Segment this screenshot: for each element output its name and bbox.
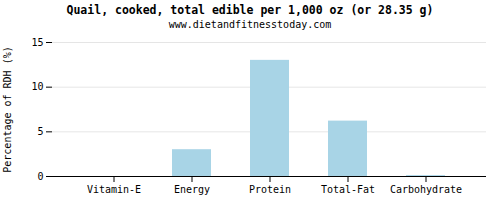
svg-text:10: 10 (31, 81, 43, 92)
svg-text:Protein: Protein (249, 184, 291, 195)
html-text:Quail, cooked, total edible pe: Quail, cooked, total edible per 1,000 oz… (66, 3, 434, 17)
svg-text:5: 5 (37, 126, 43, 137)
svg-text:0: 0 (37, 171, 43, 182)
svg-text:Total-Fat: Total-Fat (321, 184, 375, 195)
svg-text:Vitamin-E: Vitamin-E (87, 184, 141, 195)
svg-text:Carbohydrate: Carbohydrate (390, 184, 462, 195)
svg-text:15: 15 (31, 37, 43, 48)
svg-text:Percentage of RDH (%): Percentage of RDH (%) (2, 46, 13, 172)
svg-text:Energy: Energy (174, 184, 210, 195)
html-text:www.dietandfitnesstoday.com: www.dietandfitnesstoday.com (168, 19, 332, 30)
